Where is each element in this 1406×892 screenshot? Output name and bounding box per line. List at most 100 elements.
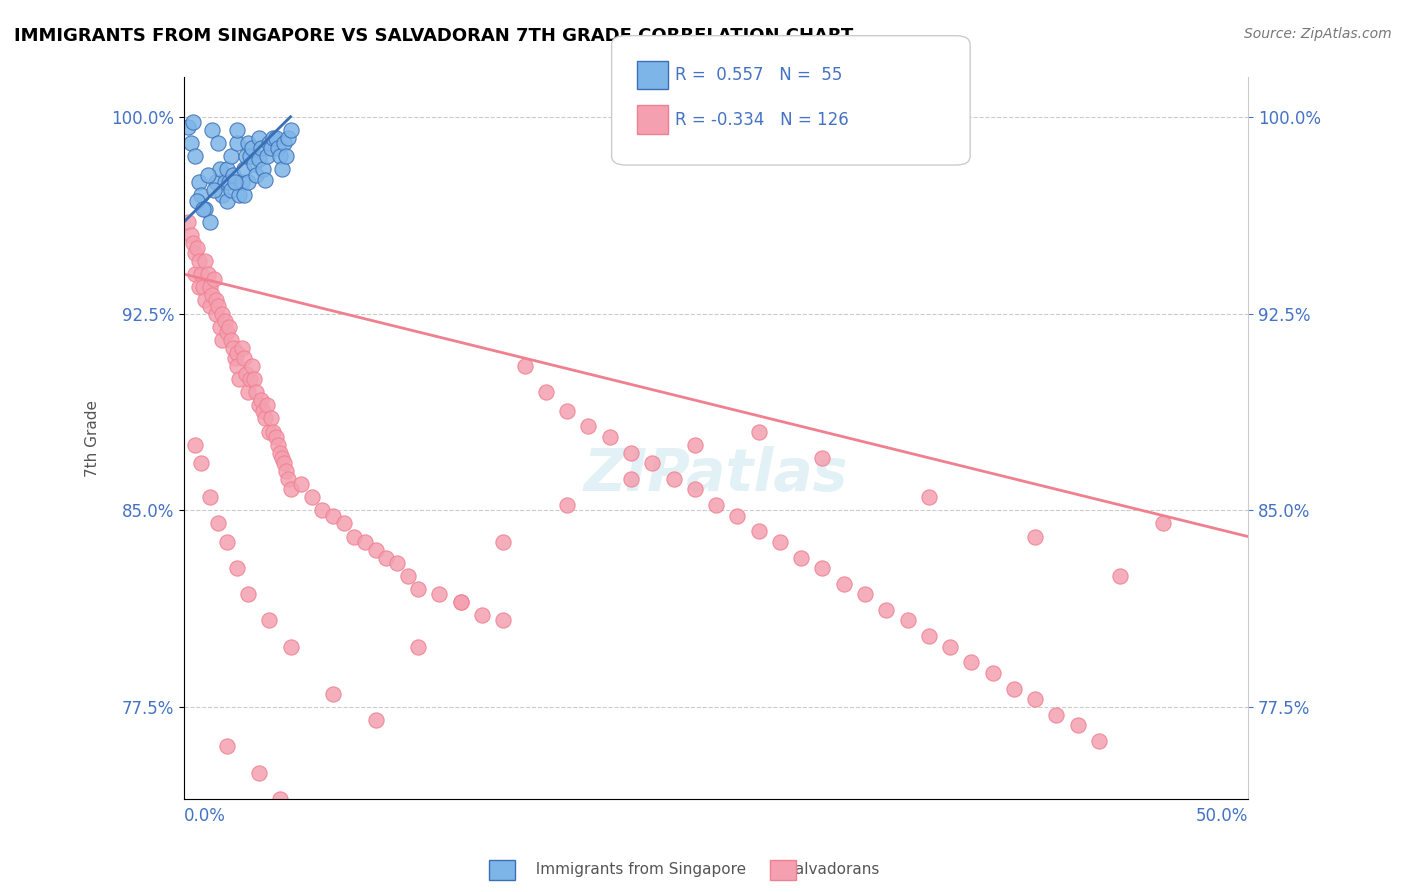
Point — [197, 168, 219, 182]
Point — [832, 576, 855, 591]
Point — [218, 319, 240, 334]
Point — [201, 288, 224, 302]
Point — [235, 367, 257, 381]
Point — [188, 175, 211, 189]
Point — [198, 280, 221, 294]
Point — [1152, 516, 1174, 531]
Point — [1109, 569, 1132, 583]
Point — [253, 173, 276, 187]
Point — [222, 341, 245, 355]
Point — [177, 215, 200, 229]
Point — [277, 472, 299, 486]
Point — [215, 162, 238, 177]
Point — [599, 430, 621, 444]
Point — [198, 299, 221, 313]
Point — [226, 136, 249, 150]
Point — [193, 202, 215, 216]
Point — [224, 175, 246, 189]
Point — [184, 438, 207, 452]
Point — [1024, 692, 1046, 706]
Point — [247, 152, 270, 166]
Point — [269, 792, 291, 806]
Point — [280, 123, 302, 137]
Point — [276, 149, 298, 163]
Point — [226, 359, 249, 373]
Text: R = -0.334   N = 126: R = -0.334 N = 126 — [675, 111, 849, 128]
Point — [202, 272, 225, 286]
Point — [1045, 707, 1067, 722]
Point — [181, 115, 204, 129]
Point — [322, 687, 344, 701]
Point — [194, 254, 217, 268]
Point — [364, 542, 387, 557]
Point — [273, 456, 295, 470]
Point — [396, 569, 419, 583]
Text: IMMIGRANTS FROM SINGAPORE VS SALVADORAN 7TH GRADE CORRELATION CHART: IMMIGRANTS FROM SINGAPORE VS SALVADORAN … — [14, 27, 853, 45]
Point — [939, 640, 962, 654]
Point — [245, 385, 267, 400]
Point — [209, 162, 232, 177]
Point — [896, 614, 918, 628]
Point — [332, 516, 354, 531]
Point — [748, 524, 770, 539]
Point — [252, 162, 274, 177]
Point — [247, 130, 270, 145]
Point — [186, 241, 208, 255]
Point — [1088, 734, 1111, 748]
Point — [184, 246, 207, 260]
Point — [322, 508, 344, 523]
Point — [263, 130, 285, 145]
Point — [811, 561, 834, 575]
Point — [301, 490, 323, 504]
Point — [231, 175, 253, 189]
Point — [226, 123, 249, 137]
Point — [226, 346, 249, 360]
Point — [219, 149, 242, 163]
Point — [375, 550, 398, 565]
Point — [180, 136, 202, 150]
Point — [201, 123, 224, 137]
Point — [249, 393, 271, 408]
Point — [620, 445, 643, 459]
Point — [207, 299, 229, 313]
Point — [184, 267, 207, 281]
Point — [232, 162, 254, 177]
Point — [555, 498, 578, 512]
Point — [245, 168, 267, 182]
Point — [641, 456, 664, 470]
Point — [186, 194, 208, 208]
Point — [492, 614, 515, 628]
Point — [1002, 681, 1025, 696]
Point — [205, 307, 228, 321]
Point — [264, 130, 287, 145]
Point — [207, 516, 229, 531]
Point — [429, 587, 451, 601]
Point — [276, 464, 298, 478]
Point — [243, 372, 266, 386]
Text: 0.0%: 0.0% — [184, 806, 226, 824]
Point — [918, 490, 941, 504]
Point — [222, 168, 245, 182]
Point — [236, 385, 259, 400]
Point — [273, 136, 295, 150]
Point — [247, 398, 270, 412]
Point — [188, 280, 211, 294]
Point — [683, 438, 706, 452]
Point — [1067, 718, 1090, 732]
Text: ZIPatlas: ZIPatlas — [583, 446, 848, 503]
Point — [190, 267, 212, 281]
Point — [249, 141, 271, 155]
Point — [960, 656, 983, 670]
Point — [202, 183, 225, 197]
Point — [226, 561, 249, 575]
Point — [269, 445, 291, 459]
Point — [181, 235, 204, 250]
Point — [662, 472, 685, 486]
Point — [253, 411, 276, 425]
Point — [354, 534, 377, 549]
Point — [236, 587, 259, 601]
Point — [211, 333, 233, 347]
Point — [853, 587, 876, 601]
Point — [704, 498, 727, 512]
Point — [228, 188, 250, 202]
